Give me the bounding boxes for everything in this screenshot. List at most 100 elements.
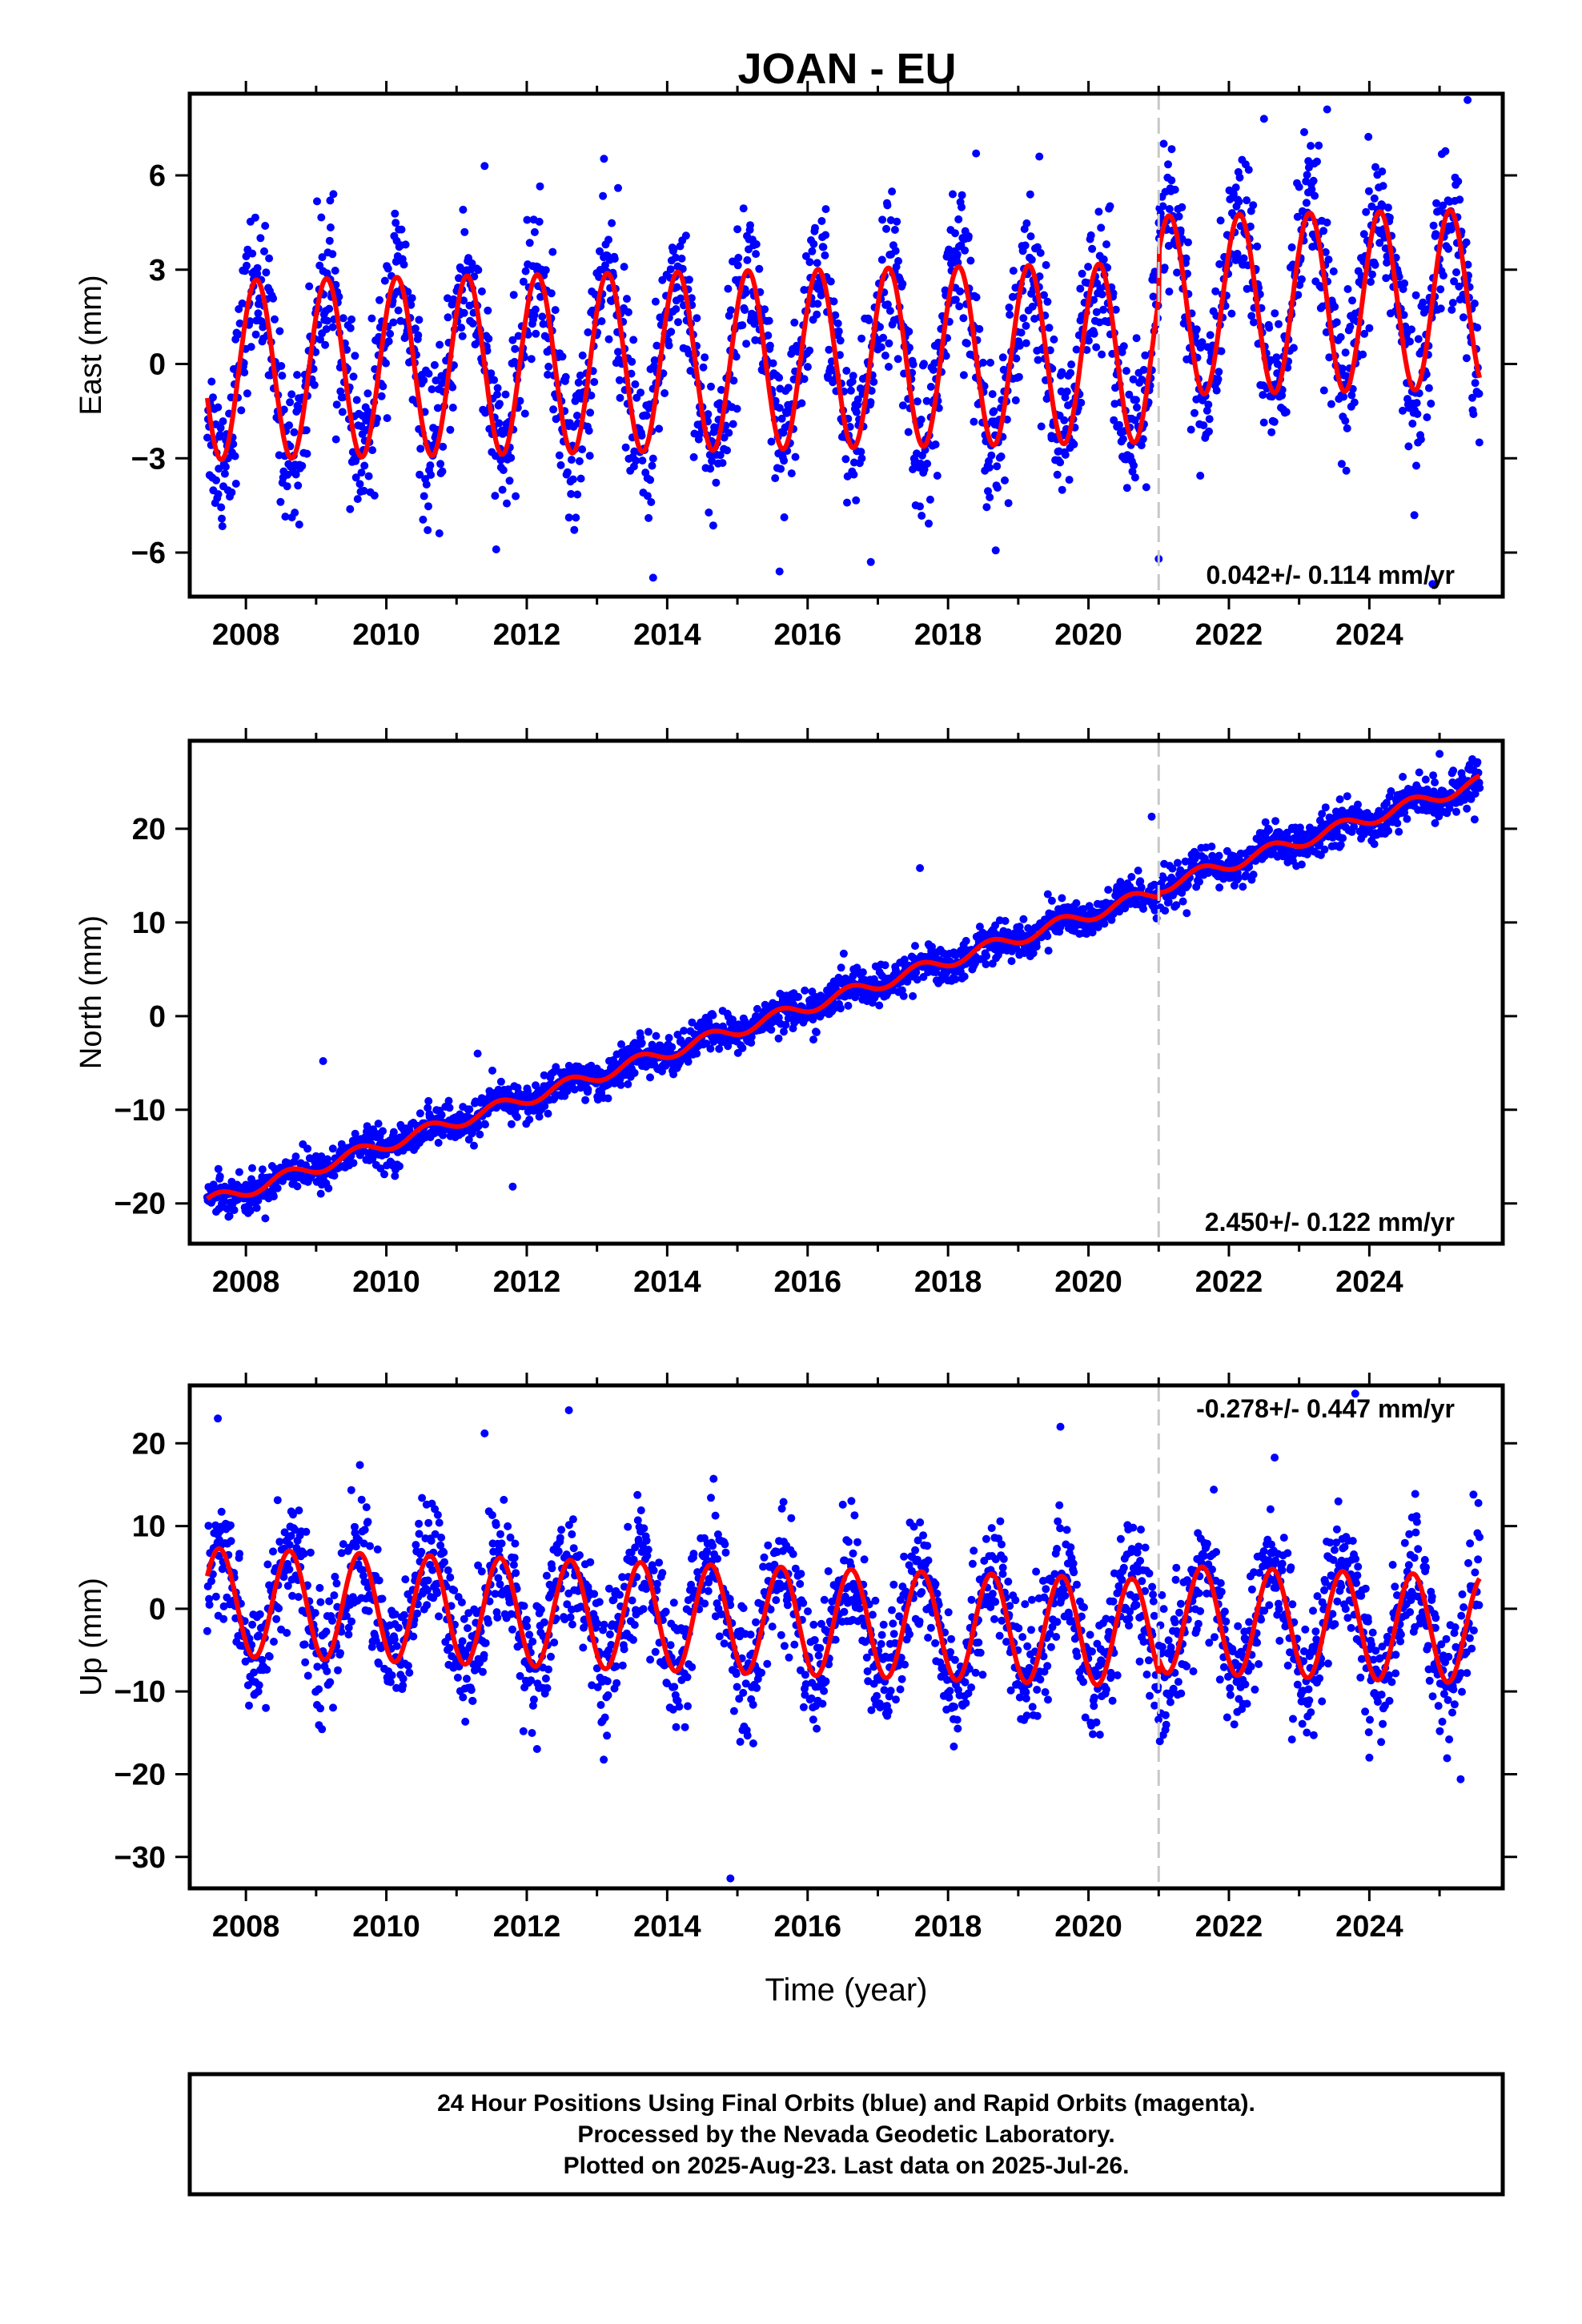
east-data-point bbox=[797, 399, 806, 408]
north-data-point bbox=[809, 1015, 817, 1023]
east-data-point bbox=[343, 345, 351, 354]
east-data-point bbox=[1132, 396, 1140, 404]
east-data-point bbox=[982, 503, 991, 512]
north-data-point bbox=[899, 991, 908, 1000]
east-data-point bbox=[876, 323, 884, 332]
east-data-point bbox=[655, 424, 664, 433]
east-data-point bbox=[460, 296, 468, 305]
east-data-point bbox=[961, 246, 970, 255]
east-data-point bbox=[541, 266, 550, 275]
north-data-point bbox=[540, 1071, 548, 1080]
north-data-point bbox=[376, 1164, 385, 1173]
east-data-point bbox=[490, 376, 499, 384]
north-x-tick-label: 2010 bbox=[352, 1265, 420, 1299]
east-data-point bbox=[929, 365, 938, 374]
east-data-point bbox=[1431, 230, 1440, 239]
east-data-point bbox=[216, 424, 225, 432]
east-data-point bbox=[338, 408, 347, 416]
east-data-point bbox=[1205, 427, 1213, 436]
up-data-point bbox=[313, 1663, 322, 1671]
east-data-point bbox=[729, 376, 738, 385]
north-data-point bbox=[911, 942, 919, 951]
east-data-point bbox=[699, 363, 708, 372]
east-data-point bbox=[1138, 435, 1147, 444]
east-data-point bbox=[1343, 424, 1351, 432]
east-data-point bbox=[1122, 367, 1130, 376]
east-data-point bbox=[408, 294, 416, 303]
east-data-point bbox=[712, 478, 721, 487]
east-data-point bbox=[328, 250, 337, 259]
east-data-point bbox=[610, 255, 619, 263]
east-data-point bbox=[1444, 244, 1453, 253]
east-data-point bbox=[444, 294, 452, 303]
east-data-point bbox=[800, 375, 809, 384]
east-data-point bbox=[1309, 176, 1318, 185]
east-data-point bbox=[1186, 425, 1195, 434]
up-data-point bbox=[306, 1548, 315, 1557]
east-data-point bbox=[590, 378, 599, 386]
north-data-point bbox=[476, 1130, 484, 1139]
east-data-point bbox=[648, 461, 656, 470]
east-data-point bbox=[917, 512, 926, 520]
east-outlier-point bbox=[972, 149, 981, 158]
north-data-point bbox=[496, 1077, 505, 1086]
east-data-point bbox=[433, 404, 442, 412]
north-data-point bbox=[604, 1094, 612, 1103]
up-data-point bbox=[263, 1560, 272, 1569]
east-data-point bbox=[271, 315, 279, 324]
east-data-point bbox=[821, 251, 829, 259]
north-data-point bbox=[753, 1004, 761, 1013]
east-data-point bbox=[1400, 279, 1409, 287]
east-data-point bbox=[1253, 242, 1262, 251]
north-data-point bbox=[396, 1162, 404, 1171]
east-data-point bbox=[1359, 350, 1367, 359]
north-data-point bbox=[684, 1057, 693, 1066]
east-data-point bbox=[787, 469, 796, 478]
east-data-point bbox=[1004, 499, 1013, 508]
east-data-point bbox=[459, 205, 468, 214]
east-data-point bbox=[277, 362, 286, 370]
east-data-point bbox=[849, 470, 858, 479]
east-data-point bbox=[416, 470, 424, 479]
east-data-point bbox=[631, 380, 640, 388]
east-data-point bbox=[1092, 308, 1101, 316]
east-data-point bbox=[389, 318, 398, 327]
north-data-point bbox=[434, 1139, 443, 1147]
east-outlier-point bbox=[775, 567, 784, 576]
east-data-point bbox=[1469, 410, 1478, 419]
east-data-point bbox=[879, 333, 888, 342]
north-data-point bbox=[794, 992, 802, 1001]
east-data-point bbox=[693, 314, 701, 323]
east-data-point bbox=[251, 330, 260, 339]
east-data-point bbox=[920, 360, 928, 368]
east-data-point bbox=[401, 240, 410, 249]
east-data-point bbox=[347, 315, 356, 324]
east-data-point bbox=[484, 306, 492, 315]
east-data-point bbox=[733, 404, 741, 413]
east-data-point bbox=[584, 426, 593, 435]
east-data-point bbox=[419, 515, 428, 524]
east-data-point bbox=[1407, 325, 1415, 334]
east-data-point bbox=[1332, 318, 1341, 327]
east-data-point bbox=[234, 330, 243, 339]
east-y-tick-label: −3 bbox=[131, 442, 166, 476]
up-data-point bbox=[273, 1496, 282, 1505]
east-outlier-point bbox=[480, 162, 489, 171]
east-data-point bbox=[570, 525, 579, 534]
east-data-point bbox=[509, 291, 518, 300]
east-outlier-point bbox=[326, 196, 335, 205]
east-data-point bbox=[460, 227, 469, 236]
east-data-point bbox=[1347, 391, 1356, 400]
east-data-point bbox=[424, 526, 432, 534]
east-data-point bbox=[243, 389, 251, 398]
north-data-point bbox=[875, 1001, 884, 1010]
east-data-point bbox=[777, 414, 786, 423]
east-data-point bbox=[998, 353, 1007, 362]
up-data-point bbox=[311, 1609, 319, 1618]
east-data-point bbox=[1468, 393, 1476, 402]
east-data-point bbox=[492, 545, 500, 553]
east-data-point bbox=[1235, 173, 1244, 182]
east-data-point bbox=[519, 277, 528, 286]
east-data-point bbox=[1271, 309, 1279, 318]
east-data-point bbox=[1211, 287, 1220, 296]
